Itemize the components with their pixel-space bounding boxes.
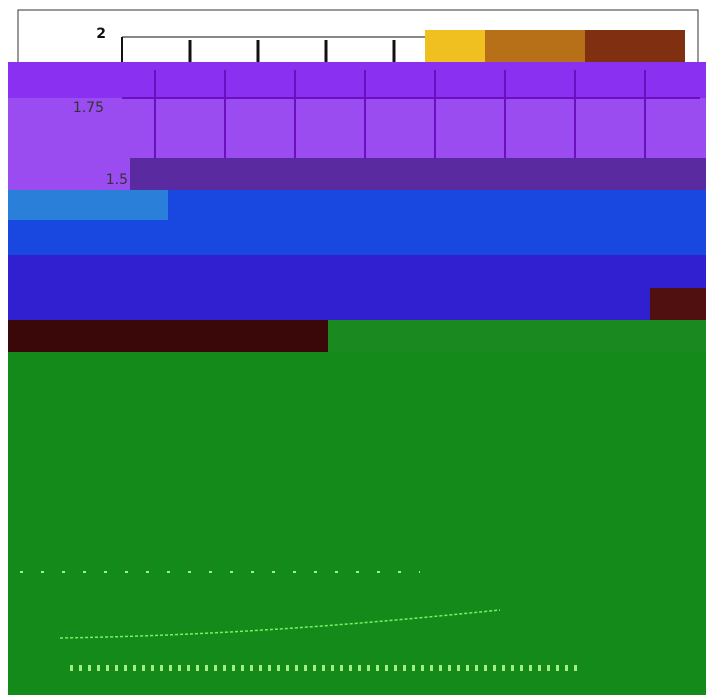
tick-label: 2 — [96, 26, 106, 42]
ruler — [121, 30, 685, 62]
green-band-top — [328, 320, 706, 352]
glitch-block — [8, 190, 168, 220]
glitch-curve — [59, 609, 501, 639]
purple-stripes — [122, 70, 700, 160]
glitch-block — [485, 30, 585, 62]
green-band — [8, 352, 706, 695]
tick-label: 1.5 — [106, 172, 128, 188]
glitch-block — [585, 30, 685, 62]
glitch-block — [650, 288, 706, 320]
glitch-block — [425, 30, 485, 62]
glitch-block — [130, 158, 706, 190]
indigo-band — [8, 255, 706, 320]
purple-band-top — [8, 62, 706, 98]
tick-label: 1.75 — [73, 100, 104, 116]
dark-band — [8, 320, 328, 352]
